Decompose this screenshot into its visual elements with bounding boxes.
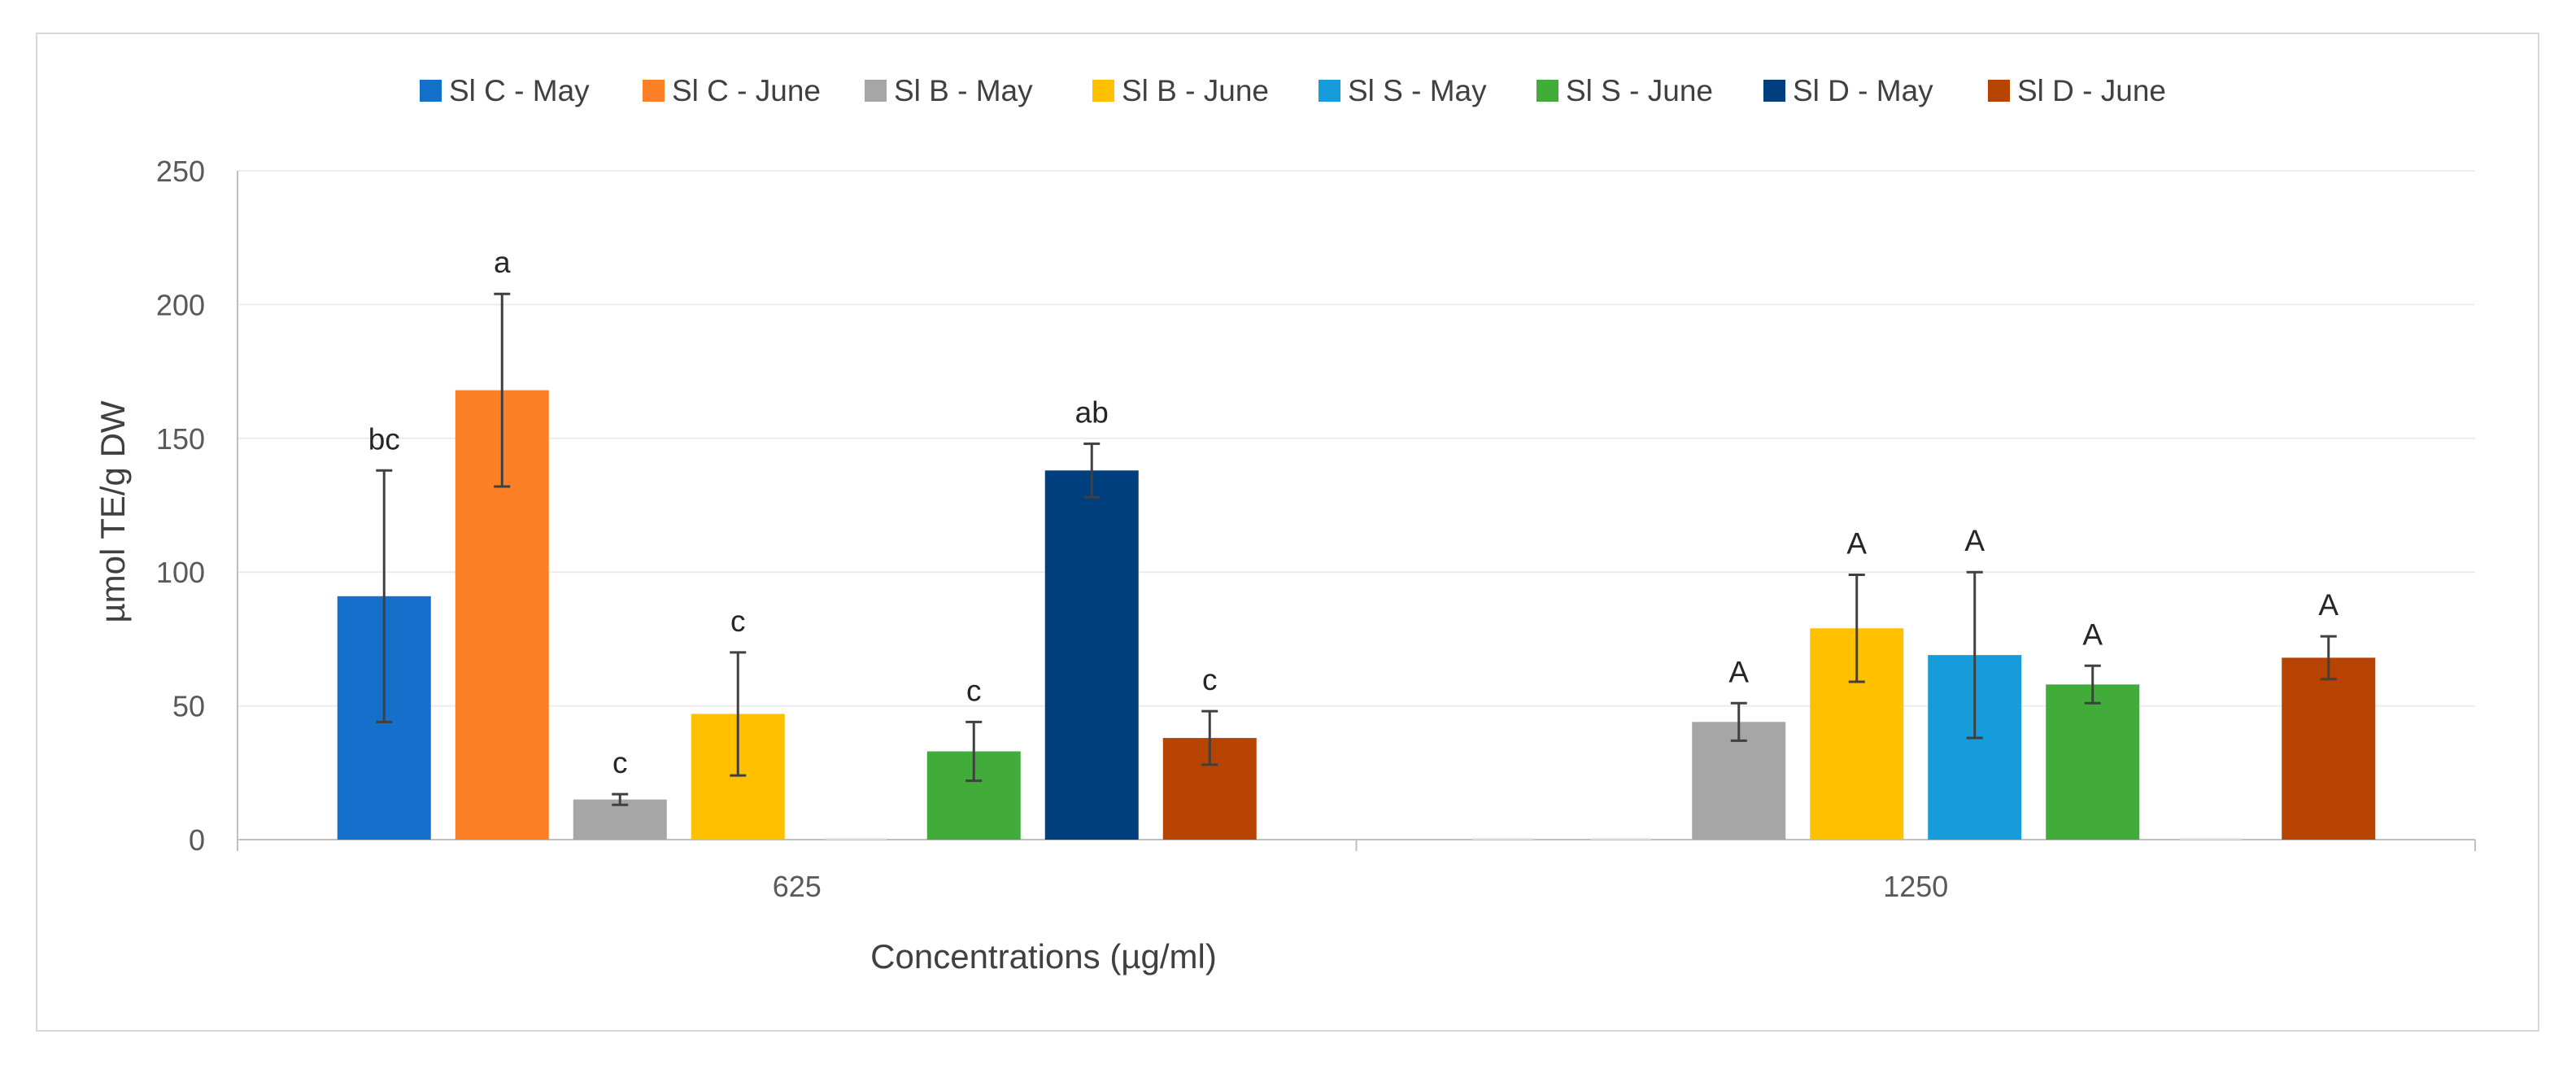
y-tick-label: 0 [189, 823, 205, 857]
legend-label: Sl D - May [1793, 74, 1933, 107]
bar [2282, 657, 2376, 840]
bars [337, 390, 2376, 840]
y-tick-label: 200 [156, 288, 205, 321]
legend-label: Sl C - June [672, 74, 821, 107]
y-tick-label: 100 [156, 556, 205, 589]
bar [1044, 470, 1139, 840]
x-tick-label: 1250 [1883, 870, 1948, 903]
significance-label: ab [1075, 395, 1109, 429]
significance-label: c [612, 746, 628, 779]
legend-swatch [865, 80, 887, 102]
y-tick-label: 250 [156, 155, 205, 188]
legend-swatch [643, 80, 665, 102]
legend-label: Sl B - June [1122, 74, 1269, 107]
y-axis-title: µmol TE/g DW [94, 400, 132, 622]
legend: Sl C - May Sl C - June Sl B - May Sl B - Ju… [420, 74, 2166, 107]
y-tick-label: 150 [156, 422, 205, 456]
significance-label: A [1846, 526, 1867, 560]
error-bars [376, 292, 2337, 806]
legend-swatch [1536, 80, 1558, 102]
legend-label: Sl S - May [1348, 74, 1487, 107]
y-tick-label: 50 [172, 690, 205, 723]
significance-label: c [966, 674, 982, 707]
legend-label: Sl C - May [449, 74, 590, 107]
bar [573, 799, 667, 840]
significance-label: bc [368, 422, 400, 456]
bar [2046, 684, 2140, 840]
legend-label: Sl D - June [2017, 74, 2166, 107]
legend-label: Sl S - June [1566, 74, 1713, 107]
gridlines [238, 170, 2475, 707]
significance-labels: bc a c c c ab c A A A A A [368, 246, 2339, 779]
legend-swatch [420, 80, 442, 102]
significance-label: c [730, 605, 746, 638]
legend-label: Sl B - May [894, 74, 1033, 107]
legend-swatch [1092, 80, 1114, 102]
bar-chart: 0 50 100 150 200 250 625 1250 bc a c c c ab c A A A A A Sl… [94, 74, 2476, 976]
significance-label: A [1728, 655, 1749, 688]
legend-swatch [1988, 80, 2010, 102]
legend-swatch [1319, 80, 1340, 102]
significance-label: A [2318, 588, 2338, 622]
significance-label: A [1964, 524, 1985, 557]
chart-frame: 0 50 100 150 200 250 625 1250 bc a c c c ab c A A A A A Sl… [36, 33, 2539, 1032]
x-axis-title: Concentrations (µg/ml) [870, 937, 1217, 976]
significance-label: c [1202, 663, 1218, 696]
significance-label: a [494, 246, 511, 279]
significance-label: A [2082, 618, 2103, 651]
x-tick-label: 625 [773, 870, 822, 903]
legend-swatch [1763, 80, 1785, 102]
